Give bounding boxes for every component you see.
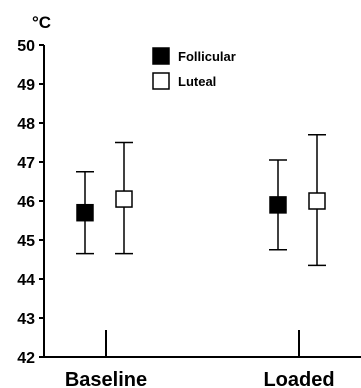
y-tick-label: 44	[17, 272, 35, 289]
x-category-label: Loaded	[263, 369, 334, 388]
y-axis: 42 43 44 45 46 47 48 49 50	[17, 38, 45, 367]
legend: Follicular Luteal	[152, 47, 236, 90]
y-tick-label: 43	[17, 311, 35, 328]
data-point	[269, 196, 287, 214]
series-follicular	[76, 159, 287, 255]
y-tick-label: 49	[17, 77, 35, 94]
y-tick-label: 50	[17, 38, 35, 55]
legend-label-luteal: Luteal	[178, 74, 216, 89]
x-category-label: Baseline	[65, 369, 147, 388]
data-point	[115, 190, 133, 208]
y-tick-label: 46	[17, 194, 35, 211]
data-marks	[76, 133, 326, 267]
y-tick-label: 42	[17, 350, 35, 367]
series-luteal	[115, 133, 326, 267]
legend-label-follicular: Follicular	[178, 49, 236, 64]
y-tick-label: 45	[17, 233, 35, 250]
x-axis: Baseline Loaded	[44, 330, 361, 388]
data-point	[308, 192, 326, 210]
data-point	[76, 203, 94, 222]
y-tick-label: 47	[17, 155, 35, 172]
unit-label: °C	[32, 13, 51, 32]
legend-marker-follicular	[152, 47, 170, 65]
legend-marker-luteal	[152, 72, 170, 90]
y-tick-label: 48	[17, 116, 35, 133]
